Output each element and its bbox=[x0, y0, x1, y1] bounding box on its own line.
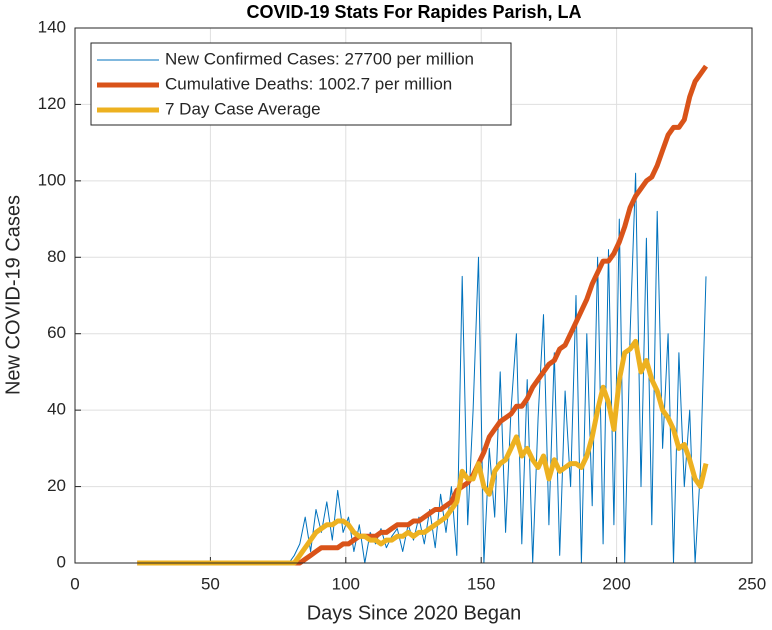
x-tick-label: 0 bbox=[70, 574, 79, 593]
legend-box bbox=[90, 42, 512, 126]
y-tick-label: 80 bbox=[47, 247, 66, 266]
x-tick-label: 250 bbox=[738, 574, 766, 593]
y-tick-label: 40 bbox=[47, 400, 66, 419]
legend: New Confirmed Cases: 27700 per million Cu… bbox=[90, 42, 512, 126]
y-tick-label: 60 bbox=[47, 323, 66, 342]
legend-label: Cumulative Deaths: 1002.7 per million bbox=[165, 74, 452, 93]
y-axis-label: New COVID-19 Cases bbox=[2, 195, 24, 395]
y-tick-label: 100 bbox=[38, 170, 66, 189]
y-tick-label: 140 bbox=[38, 17, 66, 36]
chart-title: COVID-19 Stats For Rapides Parish, LA bbox=[246, 2, 581, 22]
x-axis-label: Days Since 2020 Began bbox=[307, 602, 522, 624]
legend-label: 7 Day Case Average bbox=[165, 99, 321, 118]
x-tick-label: 100 bbox=[332, 574, 360, 593]
x-tick-label: 150 bbox=[467, 574, 495, 593]
y-tick-label: 120 bbox=[38, 94, 66, 113]
legend-label: New Confirmed Cases: 27700 per million bbox=[165, 49, 474, 68]
x-tick-label: 200 bbox=[602, 574, 630, 593]
axes-box bbox=[74, 27, 753, 564]
y-tick-label: 20 bbox=[47, 476, 66, 495]
x-tick-label: 50 bbox=[201, 574, 220, 593]
y-tick-label: 0 bbox=[57, 552, 66, 571]
